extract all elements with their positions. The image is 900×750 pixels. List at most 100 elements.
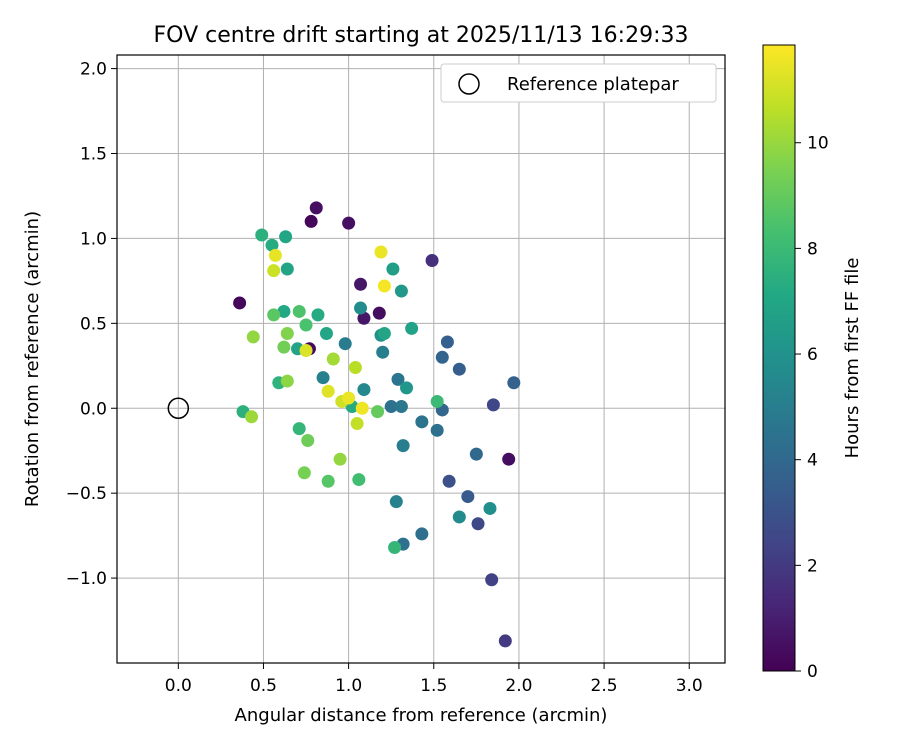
x-tick-label: 2.5 <box>591 676 618 696</box>
y-tick-label: −1.0 <box>66 569 107 589</box>
chart-title: FOV centre drift starting at 2025/11/13 … <box>154 23 689 48</box>
y-axis-ticks: −1.0 −0.5 0.0 0.5 1.0 1.5 2.0 <box>66 60 117 589</box>
reference-platepar-marker <box>167 397 190 420</box>
data-point <box>442 474 456 488</box>
scatter-points <box>233 201 521 648</box>
data-point <box>350 417 364 431</box>
data-point <box>333 452 347 466</box>
data-point <box>280 374 294 388</box>
data-point <box>452 362 466 376</box>
data-point <box>277 304 291 318</box>
data-point <box>498 634 512 648</box>
x-tick-label: 0.0 <box>165 676 192 696</box>
data-point <box>321 474 335 488</box>
data-point <box>255 228 269 242</box>
colorbar-tick-label: 4 <box>807 451 818 471</box>
colorbar-label: Hours from first FF file <box>842 258 863 459</box>
data-point <box>311 308 325 322</box>
legend-label-reference-platepar: Reference platepar <box>507 74 679 95</box>
data-point <box>389 495 403 509</box>
colorbar-tick-label: 10 <box>807 134 829 154</box>
data-point <box>301 434 315 448</box>
legend-reference-marker <box>458 73 480 95</box>
x-tick-label: 3.0 <box>676 676 703 696</box>
x-tick-label: 1.0 <box>335 676 362 696</box>
data-point <box>326 352 340 366</box>
data-point <box>415 415 429 429</box>
data-point <box>374 245 388 259</box>
data-point <box>425 253 439 267</box>
data-point <box>292 422 306 436</box>
data-point <box>371 405 385 419</box>
data-point <box>279 230 293 244</box>
grid-lines <box>117 55 725 663</box>
y-axis-label: Rotation from reference (arcmin) <box>22 211 43 507</box>
data-point <box>485 573 499 587</box>
data-point <box>384 400 398 414</box>
data-point <box>267 264 281 278</box>
data-point <box>386 262 400 276</box>
data-point <box>440 335 454 349</box>
data-point <box>372 306 386 320</box>
colorbar-tick-label: 6 <box>807 345 818 365</box>
data-point <box>268 248 282 262</box>
data-point <box>357 311 371 325</box>
data-point <box>461 490 475 504</box>
data-point <box>338 337 352 351</box>
x-tick-label: 1.5 <box>420 676 447 696</box>
colorbar-ticks: 0 2 4 6 8 10 <box>795 134 829 682</box>
data-point <box>415 527 429 541</box>
data-point <box>277 340 291 354</box>
data-point <box>299 344 313 358</box>
data-point <box>471 517 485 531</box>
colorbar-tick-label: 0 <box>807 662 818 682</box>
data-point <box>394 400 408 414</box>
data-point <box>354 301 368 315</box>
data-point <box>435 350 449 364</box>
colorbar-tick-label: 8 <box>807 239 818 259</box>
data-point <box>405 321 419 335</box>
data-point <box>246 330 260 344</box>
y-tick-label: 2.0 <box>80 60 107 80</box>
data-point <box>233 296 247 310</box>
data-point <box>245 410 259 424</box>
x-tick-label: 0.5 <box>250 676 277 696</box>
colorbar: 0 2 4 6 8 10 Hours from first FF file <box>762 44 863 682</box>
y-tick-label: −0.5 <box>66 484 107 504</box>
data-point <box>265 238 279 252</box>
legend-box <box>440 63 717 103</box>
data-point <box>321 384 335 398</box>
data-point <box>388 541 402 555</box>
data-point <box>357 383 371 397</box>
data-point <box>430 423 444 437</box>
y-tick-label: 1.0 <box>80 229 107 249</box>
colorbar-gradient <box>762 44 796 672</box>
data-point <box>452 510 466 524</box>
data-point <box>502 452 516 466</box>
data-point <box>483 501 497 515</box>
data-point <box>377 279 391 293</box>
data-point <box>486 398 500 412</box>
data-point <box>354 277 368 291</box>
data-point <box>377 327 391 341</box>
data-point <box>400 381 414 395</box>
data-point <box>394 284 408 298</box>
data-point <box>376 345 390 359</box>
data-point <box>342 391 356 405</box>
data-point <box>299 318 313 332</box>
plot-frame <box>116 54 726 664</box>
legend: Reference platepar <box>440 63 717 103</box>
data-point <box>352 473 366 487</box>
data-point <box>469 447 483 461</box>
data-point <box>319 327 333 341</box>
data-point <box>355 401 369 415</box>
y-tick-label: 0.0 <box>80 399 107 419</box>
data-point <box>342 216 356 230</box>
data-point <box>391 372 405 386</box>
colorbar-tick-label: 2 <box>807 556 818 576</box>
data-point <box>304 214 318 228</box>
x-axis-ticks: 0.0 0.5 1.0 1.5 2.0 2.5 3.0 <box>165 663 703 696</box>
x-axis-label: Angular distance from reference (arcmin) <box>235 705 608 726</box>
data-point <box>292 304 306 318</box>
